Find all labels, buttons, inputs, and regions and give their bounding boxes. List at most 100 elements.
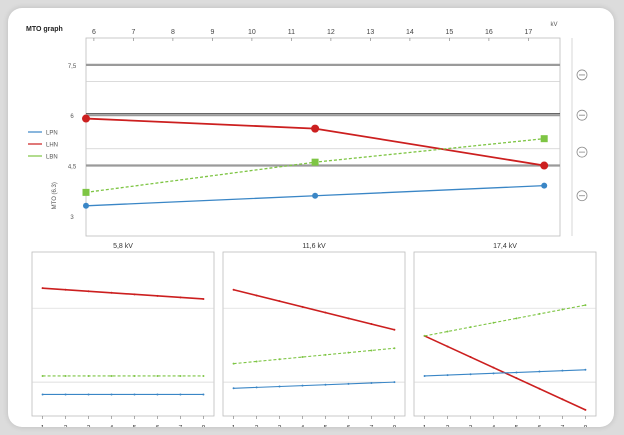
sub-data-point-lbn [87, 374, 90, 377]
sub-data-point-lhn [584, 408, 587, 411]
sub-data-point-lpn [561, 369, 564, 372]
sub-data-point-lbn [301, 356, 304, 359]
data-point-lbn [311, 158, 319, 166]
y-axis-label: MTO (6.3) [52, 182, 58, 209]
icon-ring [576, 109, 588, 121]
data-point-lhn [540, 161, 549, 170]
sub-series-line-lhn [42, 287, 204, 300]
sub-data-point-lhn [156, 294, 159, 297]
data-point-lbn [540, 135, 548, 143]
sub-tick-label: 2 [255, 425, 259, 427]
sub-data-point-lpn [393, 381, 396, 384]
sub-tick-label: 8 [201, 425, 205, 427]
sub-data-point-lpn [584, 368, 587, 371]
sub-tick-label: 2 [446, 425, 450, 427]
sub-data-point-lhn [255, 294, 258, 297]
sub-data-point-lbn [515, 317, 518, 320]
circle-icon [576, 109, 588, 121]
sub-tick-label: 4 [301, 425, 305, 427]
data-point-lpn [541, 182, 548, 189]
sub-series-line-lhn [233, 288, 395, 331]
top-tick-label: 15 [446, 29, 454, 36]
sub-tick-label: 4 [492, 425, 496, 427]
graph-card: MTO graph 6 7 8 9 10 11 12 13 14 15 16 17 kV 7,5 6 4,5 3… [8, 8, 614, 427]
circle-icon [576, 190, 588, 202]
sub-data-point-lpn [255, 386, 258, 389]
top-tick-label: 6 [92, 29, 96, 36]
top-tick-label: 16 [485, 29, 493, 36]
sub-data-point-lhn [179, 296, 182, 299]
y-tick-label: 6 [70, 114, 74, 120]
sub-data-point-lhn [278, 300, 281, 303]
sub-data-point-lbn [278, 358, 281, 361]
icon-ring [576, 146, 588, 158]
top-tick-label: 10 [248, 29, 256, 36]
sub-data-point-lhn [347, 317, 350, 320]
top-tick-label: 17 [525, 29, 533, 36]
sub-tick-label: 3 [87, 425, 91, 427]
sub-data-point-lpn [324, 383, 327, 386]
sub-data-point-lpn [301, 384, 304, 387]
top-tick-label: 7 [131, 29, 135, 36]
top-tick-label: 14 [406, 29, 414, 36]
sub-data-point-lbn [370, 349, 373, 352]
sub-plot-area [222, 251, 406, 417]
sub-chart-title: 17,4 kV [493, 243, 517, 250]
sub-data-point-lbn [324, 353, 327, 356]
sub-data-point-lpn [538, 370, 541, 373]
sub-data-point-lhn [301, 305, 304, 308]
y-tick-label: 7,5 [68, 64, 77, 70]
sub-data-point-lbn [561, 308, 564, 311]
sub-series-line-lpn [233, 381, 395, 389]
legend-label: LBN [46, 155, 58, 161]
sub-series-line-lbn [233, 347, 395, 365]
sub-data-point-lpn [423, 374, 426, 377]
top-axis-unit: kV [550, 22, 557, 28]
y-tick-label: 4,5 [68, 165, 77, 171]
sub-tick-label: 3 [469, 425, 473, 427]
sub-data-point-lbn [156, 374, 159, 377]
icon-ring [576, 69, 588, 81]
sub-tick-label: 8 [392, 425, 396, 427]
sub-data-point-lhn [492, 366, 495, 369]
sub-data-point-lbn [538, 312, 541, 315]
data-point-lpn [83, 202, 89, 209]
sub-series-line-lpn [424, 369, 586, 377]
sub-data-point-lpn [133, 393, 136, 396]
sub-data-point-lpn [87, 393, 90, 396]
sub-data-point-lhn [393, 328, 396, 331]
circle-icon [576, 146, 588, 158]
data-point-lpn [312, 192, 319, 199]
sub-data-point-lhn [202, 297, 205, 300]
sub-tick-label: 6 [347, 425, 351, 427]
sub-data-point-lhn [561, 398, 564, 401]
circle-icon [576, 69, 588, 81]
sub-data-point-lhn [87, 290, 90, 293]
sub-data-point-lpn [41, 393, 44, 396]
sub-data-point-lbn [41, 374, 44, 377]
top-tick-label: 8 [171, 29, 175, 36]
sub-tick-label: 7 [178, 425, 182, 427]
sub-data-point-lpn [110, 393, 113, 396]
sub-data-point-lbn [469, 326, 472, 329]
sub-data-point-lbn [179, 374, 182, 377]
sub-data-point-lpn [347, 382, 350, 385]
sub-tick-label: 5 [515, 425, 519, 427]
sub-tick-label: 6 [156, 425, 160, 427]
sub-data-point-lpn [156, 393, 159, 396]
sub-series-line-lbn [424, 304, 586, 337]
sub-data-point-lpn [278, 385, 281, 388]
sub-data-point-lhn [64, 288, 67, 291]
sub-data-point-lbn [133, 374, 136, 377]
sub-data-point-lpn [492, 372, 495, 375]
top-tick-label: 9 [210, 29, 214, 36]
sub-data-point-lhn [538, 387, 541, 390]
sub-chart-title: 11,6 kV [302, 243, 326, 250]
sub-data-point-lbn [446, 330, 449, 333]
sub-tick-label: 5 [324, 425, 328, 427]
sub-tick-label: 7 [560, 425, 564, 427]
sub-data-point-lhn [110, 291, 113, 294]
sub-tick-label: 1 [423, 425, 427, 427]
sub-data-point-lpn [515, 371, 518, 374]
